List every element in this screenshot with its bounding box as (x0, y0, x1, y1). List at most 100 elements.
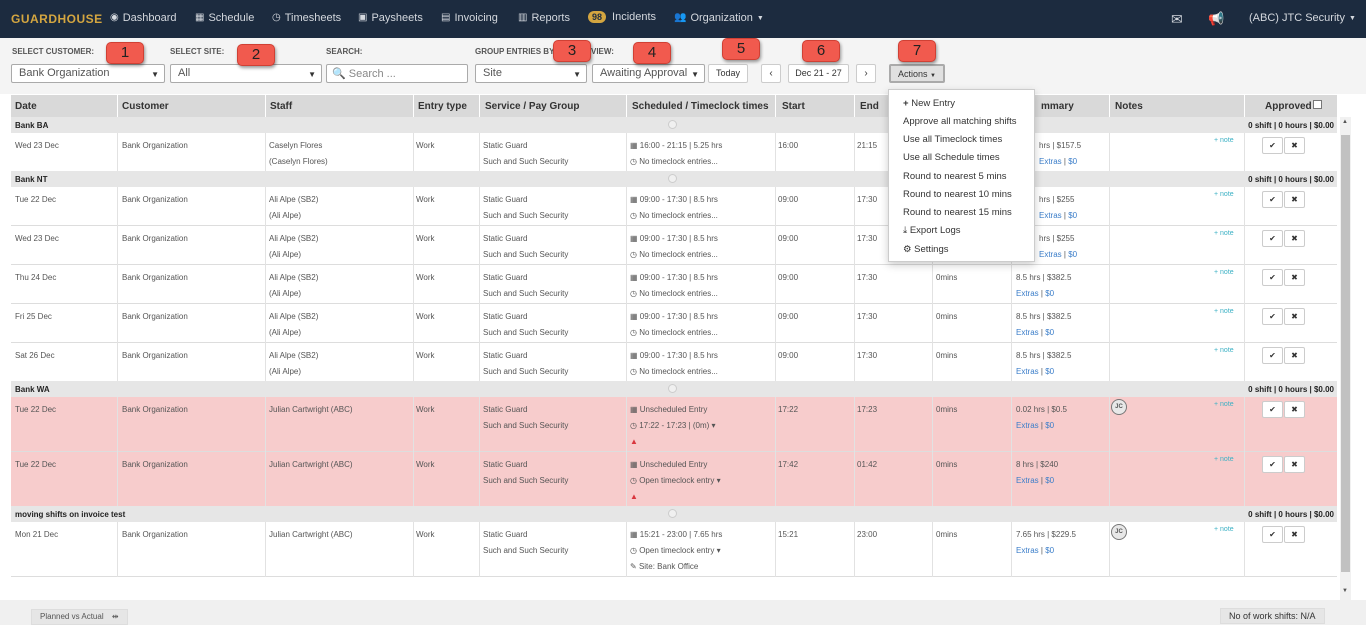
extras-amount-link[interactable]: $0 (1045, 328, 1055, 337)
cell-timeclock[interactable]: ◷ No timeclock entries... (630, 367, 718, 376)
app-logo[interactable]: GUARDHOUSE (11, 12, 103, 26)
cell-extras[interactable]: Extras | $0 (1016, 367, 1054, 376)
table-row[interactable]: Thu 24 Dec Bank Organization Ali Alpe (SB2… (11, 265, 1337, 304)
col-summary[interactable]: mmary (1041, 101, 1074, 112)
cell-extras[interactable]: Extras | $0 (1039, 211, 1077, 220)
menu-settings[interactable]: ⚙ Settings (903, 244, 949, 255)
col-scheduled[interactable]: Scheduled / Timeclock times (632, 101, 769, 112)
actions-dropdown-button[interactable]: Actions ▼ (889, 64, 945, 83)
account-menu[interactable]: (ABC) JTC Security ▼ (1249, 12, 1356, 24)
extras-link[interactable]: Extras (1016, 328, 1039, 337)
next-week-button[interactable]: › (856, 64, 876, 83)
menu-approve-all[interactable]: Approve all matching shifts (903, 116, 1017, 127)
extras-amount-link[interactable]: $0 (1068, 157, 1078, 166)
menu-round-5[interactable]: Round to nearest 5 mins (903, 171, 1007, 182)
approve-button[interactable]: ✔ (1262, 456, 1283, 473)
col-notes[interactable]: Notes (1115, 101, 1143, 112)
reject-button[interactable]: ✖ (1284, 347, 1305, 364)
prev-week-button[interactable]: ‹ (761, 64, 781, 83)
nav-incidents[interactable]: 98 Incidents (588, 11, 656, 23)
add-note-link[interactable]: + note (1214, 191, 1234, 198)
reject-button[interactable]: ✖ (1284, 456, 1305, 473)
extras-link[interactable]: Extras (1039, 157, 1062, 166)
cell-extras[interactable]: Extras | $0 (1039, 157, 1077, 166)
cell-timeclock[interactable]: ◷ No timeclock entries... (630, 289, 718, 298)
table-row[interactable]: Wed 23 Dec Bank Organization Caselyn Flore… (11, 133, 1337, 172)
cell-timeclock[interactable]: ◷ Open timeclock entry ▾ (630, 476, 721, 485)
table-row[interactable]: Tue 22 Dec Bank Organization Julian Cartwr… (11, 452, 1337, 507)
extras-amount-link[interactable]: $0 (1045, 546, 1055, 555)
add-note-link[interactable]: + note (1214, 401, 1234, 408)
menu-new-entry[interactable]: + New Entry (903, 98, 955, 109)
table-row[interactable]: Mon 21 Dec Bank Organization Julian Cartwr… (11, 522, 1337, 577)
approve-button[interactable]: ✔ (1262, 191, 1283, 208)
approve-button[interactable]: ✔ (1262, 137, 1283, 154)
approve-button[interactable]: ✔ (1262, 269, 1283, 286)
extras-amount-link[interactable]: $0 (1068, 250, 1078, 259)
view-select[interactable]: Awaiting Approval ▼ (592, 64, 705, 83)
date-range-display[interactable]: Dec 21 - 27 (788, 64, 849, 83)
col-staff[interactable]: Staff (270, 101, 293, 112)
cell-timeclock[interactable]: ◷ 17:22 - 17:23 | (0m) ▾ (630, 421, 716, 430)
nav-organization[interactable]: 👥 Organization ▼ (674, 12, 764, 24)
nav-paysheets[interactable]: ▣ Paysheets (358, 12, 423, 24)
reject-button[interactable]: ✖ (1284, 401, 1305, 418)
approve-button[interactable]: ✔ (1262, 347, 1283, 364)
table-row[interactable]: Tue 22 Dec Bank Organization Julian Cartwr… (11, 397, 1337, 452)
approve-button[interactable]: ✔ (1262, 230, 1283, 247)
reject-button[interactable]: ✖ (1284, 191, 1305, 208)
extras-link[interactable]: Extras (1016, 476, 1039, 485)
nav-dashboard[interactable]: ◉ Dashboard (110, 12, 177, 24)
reject-button[interactable]: ✖ (1284, 230, 1305, 247)
cell-extras[interactable]: Extras | $0 (1016, 546, 1054, 555)
cell-extras[interactable]: Extras | $0 (1016, 289, 1054, 298)
vertical-scrollbar[interactable]: ▲ (1340, 117, 1351, 600)
add-note-link[interactable]: + note (1214, 347, 1234, 354)
menu-round-10[interactable]: Round to nearest 10 mins (903, 189, 1012, 200)
extras-link[interactable]: Extras (1016, 367, 1039, 376)
table-row[interactable]: Sat 26 Dec Bank Organization Ali Alpe (SB2… (11, 343, 1337, 382)
extras-amount-link[interactable]: $0 (1045, 421, 1055, 430)
group-collapse-icon[interactable] (668, 509, 677, 518)
site-select[interactable]: All ▼ (170, 64, 322, 83)
extras-link[interactable]: Extras (1039, 250, 1062, 259)
menu-use-timeclock[interactable]: Use all Timeclock times (903, 134, 1003, 145)
approve-button[interactable]: ✔ (1262, 308, 1283, 325)
customer-select[interactable]: Bank Organization ▼ (11, 64, 165, 83)
planned-vs-actual-tab[interactable]: Planned vs Actual ⇹ (31, 609, 128, 625)
extras-link[interactable]: Extras (1016, 546, 1039, 555)
approve-button[interactable]: ✔ (1262, 401, 1283, 418)
menu-use-schedule[interactable]: Use all Schedule times (903, 152, 1000, 163)
col-entry-type[interactable]: Entry type (418, 101, 467, 112)
add-note-link[interactable]: + note (1214, 269, 1234, 276)
add-note-link[interactable]: + note (1214, 456, 1234, 463)
add-note-link[interactable]: + note (1214, 308, 1234, 315)
envelope-icon[interactable]: ✉ (1171, 11, 1183, 27)
col-start[interactable]: Start (782, 101, 805, 112)
extras-amount-link[interactable]: $0 (1045, 289, 1055, 298)
cell-timeclock[interactable]: ◷ No timeclock entries... (630, 328, 718, 337)
col-service[interactable]: Service / Pay Group (485, 101, 580, 112)
group-collapse-icon[interactable] (668, 174, 677, 183)
col-date[interactable]: Date (15, 101, 37, 112)
extras-amount-link[interactable]: $0 (1045, 476, 1055, 485)
table-row[interactable]: Tue 22 Dec Bank Organization Ali Alpe (SB2… (11, 187, 1337, 226)
scroll-up-icon[interactable]: ▲ (1342, 119, 1348, 125)
cell-extras[interactable]: Extras | $0 (1016, 328, 1054, 337)
add-note-link[interactable]: + note (1214, 230, 1234, 237)
col-end[interactable]: End (860, 101, 879, 112)
cell-extras[interactable]: Extras | $0 (1039, 250, 1077, 259)
table-row[interactable]: Fri 25 Dec Bank Organization Ali Alpe (SB2… (11, 304, 1337, 343)
approve-all-checkbox[interactable] (1313, 100, 1322, 109)
add-note-link[interactable]: + note (1214, 137, 1234, 144)
reject-button[interactable]: ✖ (1284, 137, 1305, 154)
approve-button[interactable]: ✔ (1262, 526, 1283, 543)
extras-amount-link[interactable]: $0 (1068, 211, 1078, 220)
nav-invoicing[interactable]: ▤ Invoicing (441, 12, 498, 24)
cell-timeclock[interactable]: ◷ No timeclock entries... (630, 250, 718, 259)
reject-button[interactable]: ✖ (1284, 526, 1305, 543)
group-collapse-icon[interactable] (668, 384, 677, 393)
cell-timeclock[interactable]: ◷ No timeclock entries... (630, 157, 718, 166)
nav-schedule[interactable]: ▦ Schedule (195, 12, 254, 24)
extras-amount-link[interactable]: $0 (1045, 367, 1055, 376)
